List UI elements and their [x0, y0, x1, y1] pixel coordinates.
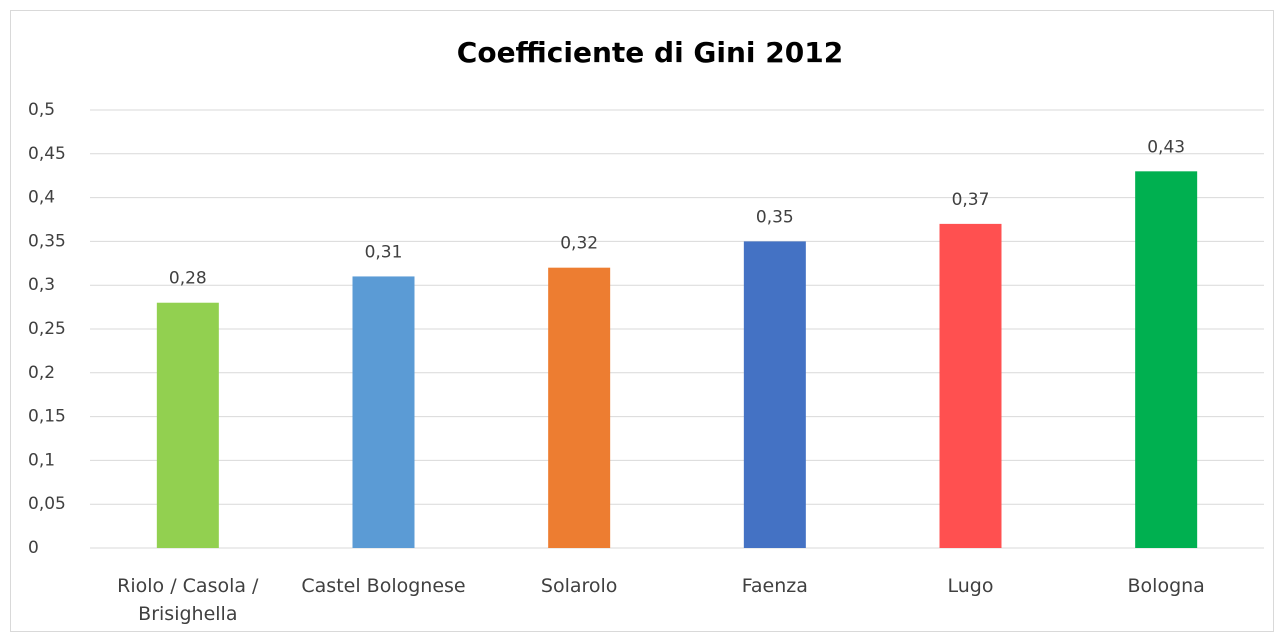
x-tick-label: Castel Bolognese	[301, 575, 466, 597]
x-tick-label: Riolo / Casola / Brisighella	[117, 575, 259, 625]
data-label: 0,43	[1147, 137, 1185, 157]
data-label: 0,31	[365, 242, 403, 262]
y-tick-label: 0,45	[28, 144, 66, 164]
chart-title: Coefficiente di Gini 2012	[457, 36, 843, 69]
y-tick-label: 0,25	[28, 319, 66, 339]
x-tick-label: Bologna	[1127, 575, 1205, 597]
y-tick-label: 0,2	[28, 363, 55, 383]
y-tick-label: 0,5	[28, 100, 55, 120]
data-label: 0,37	[952, 190, 990, 210]
x-tick-label: Lugo	[947, 575, 994, 597]
data-label: 0,32	[560, 234, 598, 254]
bar	[1135, 171, 1198, 548]
y-tick-label: 0,35	[28, 231, 66, 251]
data-label: 0,28	[169, 269, 207, 289]
data-label: 0,35	[756, 207, 794, 227]
bar	[743, 241, 806, 548]
bar	[548, 267, 611, 548]
bar	[352, 276, 415, 548]
y-tick-label: 0,1	[28, 450, 55, 470]
x-tick-label: Faenza	[741, 575, 808, 597]
y-tick-label: 0,3	[28, 275, 55, 295]
y-tick-label: 0,15	[28, 407, 66, 427]
bar	[939, 223, 1002, 548]
bar	[156, 302, 219, 548]
chart-border	[10, 10, 1274, 632]
y-tick-label: 0,4	[28, 188, 55, 208]
y-tick-label: 0	[28, 538, 39, 558]
x-tick-label: Solarolo	[540, 575, 618, 597]
y-tick-label: 0,05	[28, 494, 66, 514]
